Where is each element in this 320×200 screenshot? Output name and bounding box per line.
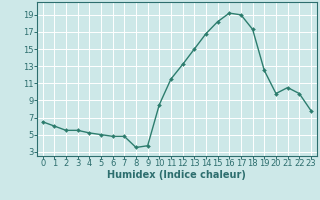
X-axis label: Humidex (Indice chaleur): Humidex (Indice chaleur) [108,170,246,180]
